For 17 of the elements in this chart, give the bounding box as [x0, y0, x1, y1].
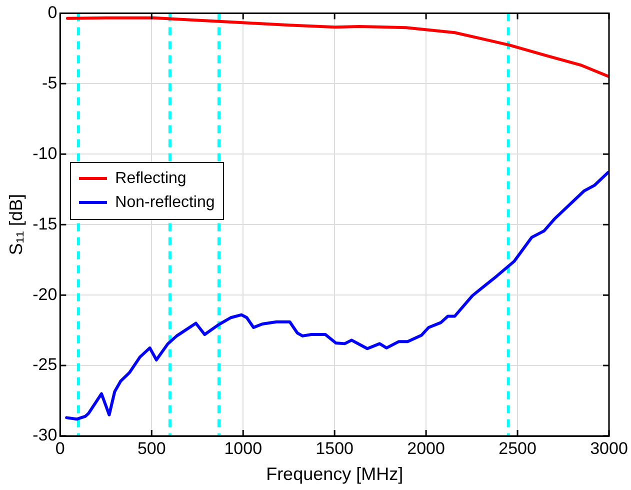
y-tick-label: -5	[42, 73, 58, 92]
y-tick-label: -30	[32, 426, 58, 445]
legend-label: Non-reflecting	[115, 194, 215, 212]
legend-label: Reflecting	[115, 170, 186, 188]
x-tick-label: 3000	[590, 438, 628, 458]
x-tick-label: 2500	[498, 438, 536, 458]
y-tick-label: -20	[32, 284, 58, 304]
y-tick-label: -15	[32, 214, 58, 234]
y-tick-label: -25	[32, 355, 58, 374]
x-axis-title: Frequency [MHz]	[266, 464, 404, 484]
x-tick-label: 2000	[407, 438, 445, 458]
x-tick-label: 1500	[316, 438, 354, 458]
y-tick-label: 0	[48, 2, 58, 22]
x-tick-label: 500	[137, 438, 166, 458]
x-tick-label: 1000	[224, 438, 262, 458]
y-tick-label: -10	[32, 144, 58, 163]
y-axis-title: S₁₁ [dB]	[6, 194, 26, 256]
